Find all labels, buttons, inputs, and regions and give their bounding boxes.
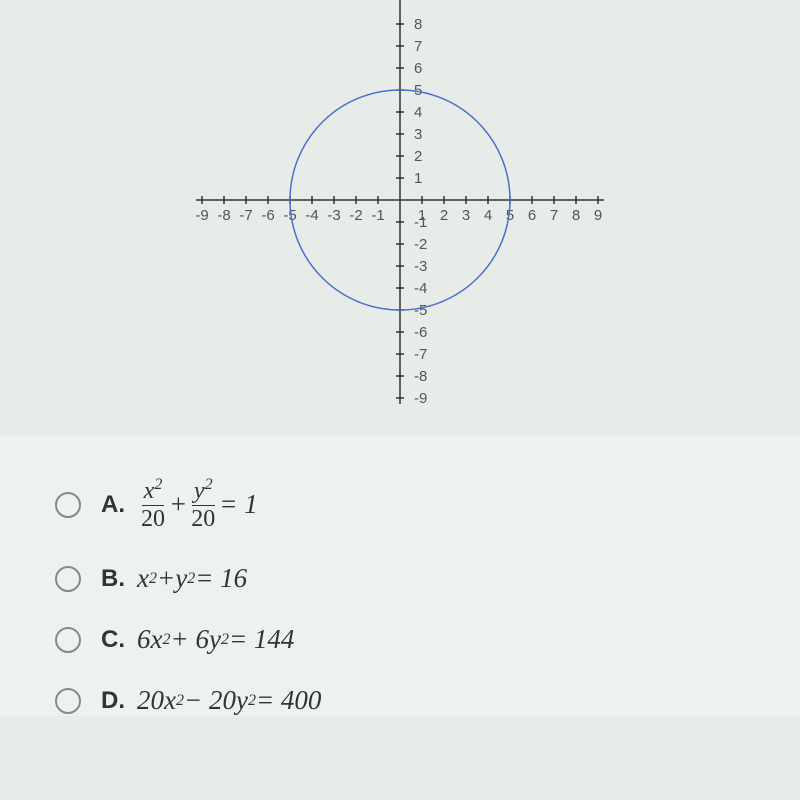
svg-text:-1: -1 [414, 214, 427, 231]
answer-equation-d: 20x2 − 20y2 = 400 [137, 685, 321, 716]
answer-equation-c: 6x2 + 6y2 = 144 [137, 624, 294, 655]
answer-equation-a: x220 + y220 = 1 [137, 476, 258, 533]
answer-letter: C. [101, 626, 125, 654]
svg-text:-4: -4 [414, 280, 427, 297]
radio-b[interactable] [55, 566, 81, 592]
answer-list: A. x220 + y220 = 1 B. x2 + y2 = 16 C. 6x… [0, 436, 800, 716]
answer-letter: D. [101, 687, 125, 715]
svg-text:-7: -7 [239, 207, 252, 224]
svg-text:-8: -8 [217, 207, 230, 224]
radio-d[interactable] [55, 688, 81, 714]
answer-option-d[interactable]: D. 20x2 − 20y2 = 400 [55, 685, 760, 716]
radio-c[interactable] [55, 627, 81, 653]
graph-container: -9-8-7-6-5-4-3-2-1123456789-9-8-7-6-5-4-… [0, 0, 800, 430]
svg-text:-3: -3 [327, 207, 340, 224]
svg-text:-6: -6 [414, 324, 427, 341]
answer-option-a[interactable]: A. x220 + y220 = 1 [55, 476, 760, 533]
answer-letter: B. [101, 565, 125, 593]
svg-text:-8: -8 [414, 368, 427, 385]
svg-text:-5: -5 [414, 302, 427, 319]
svg-text:2: 2 [414, 148, 422, 165]
svg-text:8: 8 [572, 207, 580, 224]
svg-text:-1: -1 [371, 207, 384, 224]
answer-equation-b: x2 + y2 = 16 [137, 563, 247, 594]
svg-text:9: 9 [594, 207, 602, 224]
svg-text:7: 7 [414, 38, 422, 55]
svg-text:-7: -7 [414, 346, 427, 363]
svg-text:-9: -9 [195, 207, 208, 224]
svg-text:6: 6 [528, 207, 536, 224]
svg-text:-4: -4 [305, 207, 318, 224]
svg-text:-3: -3 [414, 258, 427, 275]
svg-text:8: 8 [414, 16, 422, 33]
svg-text:-6: -6 [261, 207, 274, 224]
svg-text:2: 2 [440, 207, 448, 224]
svg-text:-2: -2 [414, 236, 427, 253]
radio-a[interactable] [55, 492, 81, 518]
svg-text:4: 4 [414, 104, 422, 121]
svg-text:6: 6 [414, 60, 422, 77]
svg-text:7: 7 [550, 207, 558, 224]
answer-option-b[interactable]: B. x2 + y2 = 16 [55, 563, 760, 594]
coordinate-graph: -9-8-7-6-5-4-3-2-1123456789-9-8-7-6-5-4-… [150, 0, 650, 420]
svg-text:4: 4 [484, 207, 492, 224]
answer-letter: A. [101, 491, 125, 519]
answer-option-c[interactable]: C. 6x2 + 6y2 = 144 [55, 624, 760, 655]
svg-text:3: 3 [414, 126, 422, 143]
svg-text:1: 1 [414, 170, 422, 187]
svg-text:-2: -2 [349, 207, 362, 224]
svg-text:-9: -9 [414, 390, 427, 407]
svg-text:3: 3 [462, 207, 470, 224]
